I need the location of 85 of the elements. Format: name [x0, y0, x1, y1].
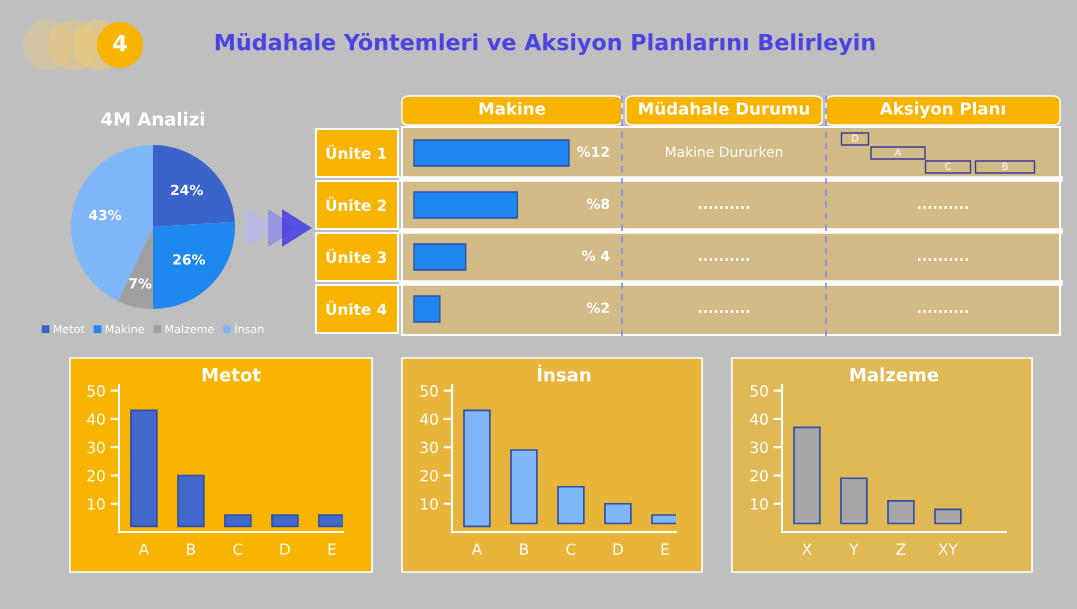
x-tick-label: E [661, 543, 669, 555]
pie-slice [118, 227, 153, 309]
bar [130, 409, 158, 528]
bar [413, 191, 519, 219]
data-label: 7% [129, 278, 152, 289]
bar [224, 514, 252, 528]
text: 4 [113, 34, 127, 52]
bar [413, 295, 441, 323]
text: A [894, 148, 902, 156]
text: Müdahale Durumu [639, 101, 809, 115]
legend-label: İnsan [235, 322, 264, 334]
legend-label: Makine [105, 324, 144, 334]
y-tick-label: 20 [420, 469, 438, 482]
y-tick-label: 30 [87, 441, 105, 454]
text: .......... [918, 310, 968, 313]
y-tick-label: Ünite 2 [326, 196, 386, 212]
data-label: 26% [173, 254, 206, 265]
text: .......... [699, 258, 749, 261]
text: C [945, 162, 951, 170]
y-tick-label: 50 [420, 385, 438, 397]
y-tick-label: Ünite 4 [326, 300, 387, 316]
text: .......... [918, 258, 968, 261]
y-tick-label: 30 [420, 441, 438, 454]
y-tick-label: 40 [87, 413, 105, 425]
text: Müdahale Yöntemleri ve Aksiyon Planlarını Belirleyin [215, 33, 875, 55]
y-tick-label: 40 [420, 413, 438, 425]
y-tick-label: 50 [750, 385, 768, 397]
x-tick-label: B [520, 543, 529, 555]
bar [271, 514, 299, 528]
text: .......... [699, 206, 749, 209]
y-tick-label: Ünite 1 [326, 144, 387, 160]
x-tick-label: C [566, 543, 576, 555]
x-tick-label: A [471, 543, 483, 555]
data-label: 24% [171, 184, 203, 196]
bar [557, 485, 585, 525]
x-tick-label: C [233, 543, 243, 555]
legend-label: Malzeme [165, 324, 214, 334]
x-tick-label: D [613, 543, 623, 555]
bar [887, 500, 915, 525]
chart-title: Malzeme [850, 367, 939, 382]
text: Aksiyon Planı [879, 101, 1005, 119]
chart-title: Metot [202, 368, 261, 382]
y-tick-label: 20 [750, 469, 768, 482]
y-tick-label: Ünite 3 [326, 248, 387, 264]
data-label: %8 [586, 198, 610, 210]
x-tick-label: Z [896, 543, 906, 555]
bar [413, 139, 570, 167]
x-tick-label: A [138, 543, 150, 555]
text: D [852, 134, 859, 142]
legend-label: Metot [53, 324, 85, 334]
text: .......... [918, 206, 968, 209]
data-label: %12 [577, 146, 609, 158]
bar [934, 508, 962, 525]
text: B [1002, 162, 1008, 170]
bar [177, 474, 205, 528]
data-label: % 4 [582, 250, 610, 262]
bar [510, 449, 538, 525]
chart-title: 4M Analizi [101, 111, 204, 126]
bar [413, 243, 467, 271]
pie-slice [153, 145, 235, 227]
pie-slice [153, 221, 235, 309]
chart-title: İnsan [537, 364, 591, 382]
bar [793, 426, 821, 525]
y-tick-label: 10 [751, 498, 768, 510]
x-tick-label: B [187, 543, 196, 555]
y-tick-label: 50 [87, 385, 105, 397]
text: Makine Dururken [665, 146, 783, 158]
bar [604, 502, 632, 525]
x-tick-label: XY [938, 543, 958, 555]
data-label: %2 [586, 302, 609, 314]
bar [463, 409, 491, 528]
x-tick-label: Y [849, 543, 859, 555]
chart-title: Makine [479, 101, 546, 115]
y-tick-label: 40 [750, 413, 768, 425]
data-label: 43% [88, 209, 122, 221]
y-tick-label: 10 [421, 498, 438, 510]
bar [840, 477, 868, 525]
pie-slice [71, 145, 153, 302]
text: .......... [699, 310, 749, 313]
y-tick-label: 10 [88, 498, 105, 510]
y-tick-label: 30 [750, 441, 768, 454]
x-tick-label: D [280, 543, 290, 555]
x-tick-label: E [328, 543, 336, 555]
y-tick-label: 20 [87, 469, 105, 482]
x-tick-label: X [802, 543, 812, 555]
